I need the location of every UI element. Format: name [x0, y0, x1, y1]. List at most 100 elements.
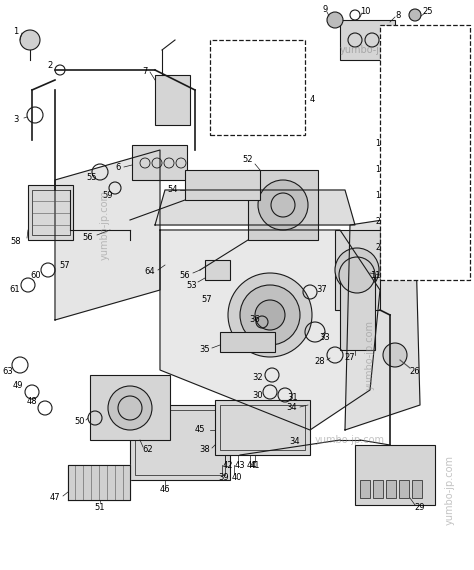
Bar — [390, 243, 420, 251]
Text: 53: 53 — [187, 280, 197, 290]
Text: 41: 41 — [250, 461, 260, 470]
Text: 48: 48 — [27, 397, 37, 406]
Polygon shape — [160, 230, 380, 430]
Text: yumbo-jp.com: yumbo-jp.com — [100, 190, 110, 260]
Text: 37: 37 — [317, 286, 328, 295]
Bar — [380, 25, 470, 280]
Text: 27: 27 — [345, 353, 356, 363]
Polygon shape — [68, 465, 130, 500]
Bar — [360, 480, 370, 498]
Text: 26: 26 — [410, 368, 420, 377]
Text: 55: 55 — [87, 173, 97, 182]
Text: 1: 1 — [13, 27, 18, 36]
Text: 50: 50 — [75, 417, 85, 426]
Bar — [390, 165, 420, 173]
Text: 3: 3 — [13, 116, 18, 124]
Text: 62: 62 — [143, 446, 153, 454]
Text: 32: 32 — [253, 373, 264, 382]
Text: 31: 31 — [288, 393, 298, 402]
Bar — [90, 375, 170, 440]
Text: 47: 47 — [50, 494, 60, 503]
Text: 39: 39 — [219, 473, 229, 482]
Text: yumbo-jp.com: yumbo-jp.com — [340, 45, 410, 55]
Text: 43: 43 — [235, 462, 246, 470]
Text: 58: 58 — [11, 238, 21, 246]
Circle shape — [240, 285, 300, 345]
Text: 17: 17 — [375, 165, 385, 173]
Bar — [386, 480, 396, 498]
Text: 45: 45 — [195, 425, 205, 434]
Text: 28: 28 — [315, 357, 325, 367]
Bar — [220, 405, 305, 450]
Polygon shape — [155, 190, 355, 225]
Bar — [390, 139, 420, 147]
Text: 52: 52 — [243, 156, 253, 165]
Text: 11: 11 — [370, 271, 380, 279]
Text: 34: 34 — [290, 438, 301, 446]
Bar — [340, 20, 395, 60]
Text: 15: 15 — [375, 139, 385, 148]
Text: 22: 22 — [455, 230, 465, 238]
Text: 20: 20 — [455, 203, 465, 213]
Text: 21: 21 — [375, 217, 385, 226]
Text: 51: 51 — [95, 503, 105, 511]
Text: 25: 25 — [423, 7, 433, 17]
Circle shape — [409, 9, 421, 21]
Text: 9: 9 — [322, 6, 328, 14]
Text: 6: 6 — [115, 164, 121, 173]
Text: yumbo-jp.com: yumbo-jp.com — [445, 455, 455, 525]
Text: 61: 61 — [9, 286, 20, 295]
Circle shape — [383, 343, 407, 367]
Text: 12: 12 — [380, 26, 390, 35]
Bar — [335, 230, 380, 310]
Bar — [132, 145, 187, 180]
Text: 34: 34 — [287, 404, 297, 413]
Text: 56: 56 — [82, 233, 93, 242]
Circle shape — [339, 257, 375, 293]
Bar — [205, 260, 230, 280]
Bar — [340, 275, 375, 350]
Text: 38: 38 — [200, 446, 210, 454]
Text: 2: 2 — [47, 60, 53, 70]
Bar — [248, 170, 318, 240]
Text: 36: 36 — [250, 316, 260, 324]
Text: 40: 40 — [232, 473, 242, 482]
Text: 10: 10 — [360, 7, 370, 17]
Text: 5: 5 — [249, 91, 255, 100]
Text: 63: 63 — [3, 368, 13, 377]
Text: 57: 57 — [60, 260, 70, 270]
Text: 18: 18 — [455, 177, 465, 186]
Text: 64: 64 — [145, 267, 155, 276]
Text: 7: 7 — [142, 67, 148, 76]
Circle shape — [327, 12, 343, 28]
Text: 14: 14 — [455, 125, 465, 135]
Bar — [390, 217, 420, 225]
Text: 8: 8 — [395, 10, 401, 19]
Bar — [185, 170, 260, 200]
Circle shape — [345, 258, 369, 282]
Bar — [390, 191, 420, 199]
Bar — [135, 410, 225, 475]
Text: 46: 46 — [160, 486, 170, 495]
Polygon shape — [345, 215, 420, 430]
Bar — [373, 480, 383, 498]
Circle shape — [255, 300, 285, 330]
Bar — [220, 332, 275, 352]
Circle shape — [108, 386, 152, 430]
Text: 16: 16 — [455, 152, 465, 161]
Text: 19: 19 — [375, 190, 385, 200]
Circle shape — [335, 248, 379, 292]
Text: 49: 49 — [13, 381, 23, 389]
Bar — [395, 95, 455, 120]
Text: 4: 4 — [310, 96, 315, 104]
Bar — [130, 405, 230, 480]
Bar — [412, 480, 422, 498]
Bar — [399, 480, 409, 498]
Circle shape — [20, 30, 40, 50]
Text: 60: 60 — [31, 271, 41, 279]
Text: 44: 44 — [247, 462, 257, 470]
Text: 13: 13 — [456, 96, 467, 104]
Circle shape — [228, 273, 312, 357]
Circle shape — [258, 180, 308, 230]
Bar — [155, 75, 190, 125]
